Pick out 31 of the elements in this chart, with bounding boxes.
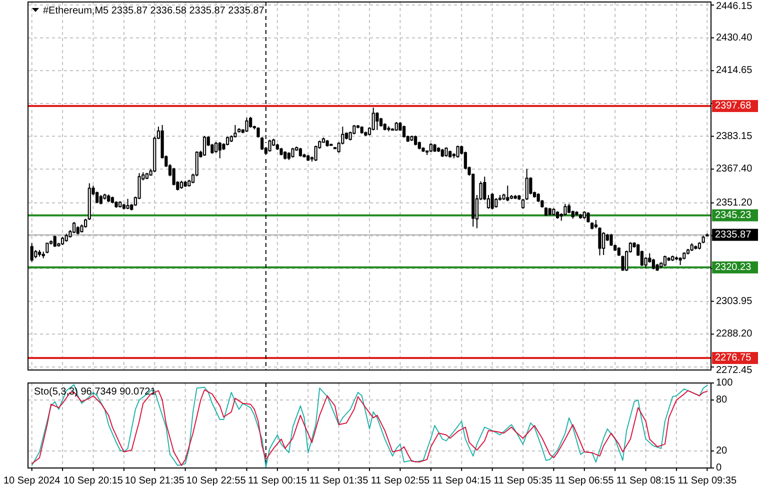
y-tick-label: 2367.40 (716, 164, 753, 175)
y-tick-label: 2351.20 (716, 197, 753, 208)
x-tick-label: 11 Sep 06:55 (554, 476, 614, 486)
x-tick-label: 11 Sep 04:15 (432, 476, 492, 486)
x-tick-label: 11 Sep 02:55 (370, 476, 430, 486)
chart-title: #Ethereum,M5 2335.87 2336.58 2335.87 2335.87 (43, 6, 265, 16)
x-tick-label: 10 Sep 2024 (3, 476, 61, 486)
y-tick-label: 2272.45 (716, 364, 753, 376)
y-tick-label: 0 (716, 462, 722, 474)
x-tick-label: 10 Sep 22:55 (186, 476, 246, 486)
x-tick-label: 11 Sep 01:35 (309, 476, 369, 486)
x-tick-label: 10 Sep 21:35 (124, 476, 185, 486)
y-tick-label: 2414.65 (716, 65, 753, 76)
ref-line-label: 2397.68 (715, 100, 752, 112)
y-tick-label: 2446.15 (716, 0, 753, 12)
x-tick-label: 11 Sep 00:15 (248, 476, 308, 486)
y-tick-label: 100 (716, 378, 734, 388)
y-tick-label: 2303.95 (716, 296, 753, 307)
ref-line-label: 2345.23 (715, 210, 752, 221)
y-tick-label: 2430.40 (716, 32, 753, 44)
y-tick-label: 2288.20 (716, 328, 753, 340)
y-tick-label: 80 (716, 394, 728, 406)
x-tick-label: 11 Sep 09:35 (678, 476, 737, 486)
x-tick-label: 11 Sep 08:15 (616, 476, 676, 486)
y-tick-label: 20 (716, 446, 728, 456)
ref-line-label: 2320.23 (715, 262, 752, 273)
ref-line-label: 2335.87 (715, 229, 752, 240)
x-tick-label: 10 Sep 20:15 (63, 476, 124, 486)
x-tick-label: 11 Sep 05:35 (494, 476, 553, 486)
ref-line-label: 2276.75 (715, 352, 752, 364)
y-tick-label: 2383.15 (716, 130, 753, 142)
